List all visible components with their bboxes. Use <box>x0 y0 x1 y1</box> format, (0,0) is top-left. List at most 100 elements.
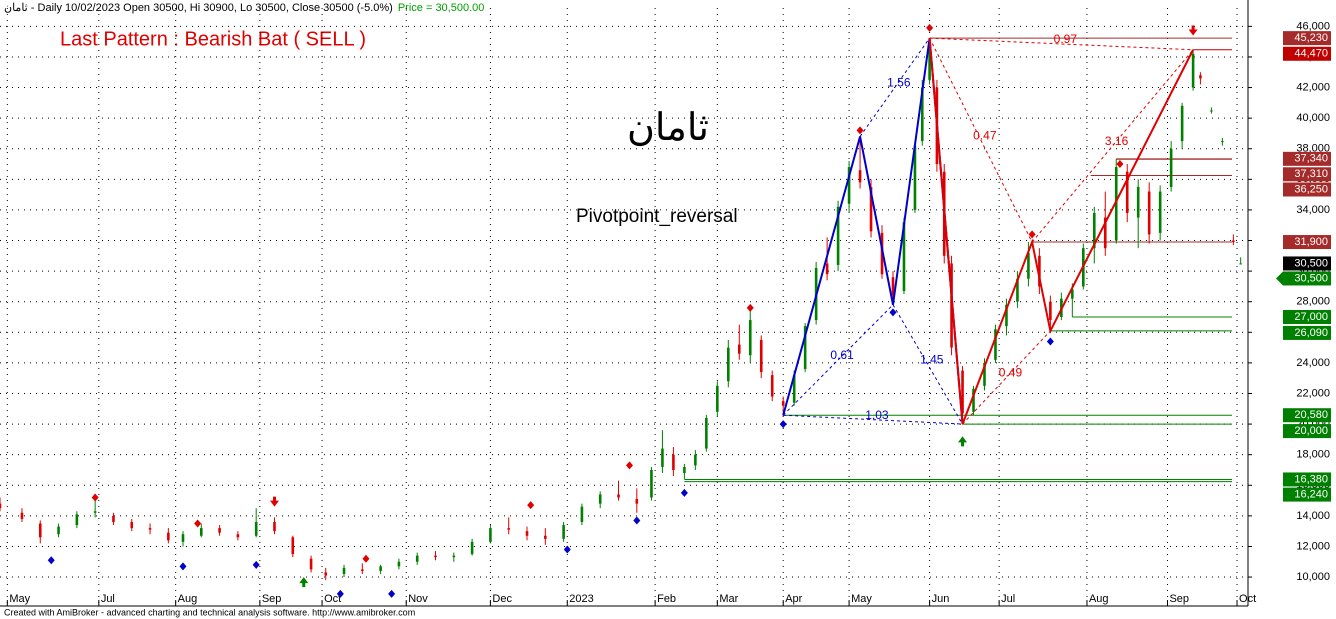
candle-body <box>836 206 840 265</box>
price-text: Price = 30,500.00 <box>398 2 485 14</box>
level-box <box>1283 424 1331 439</box>
level-box <box>1283 325 1331 340</box>
level-box <box>1283 408 1331 423</box>
x-tick-label: Sep <box>1169 593 1189 605</box>
pattern-line <box>928 38 1194 425</box>
candle-body <box>1016 278 1019 302</box>
level-label: 30,500 <box>1294 272 1328 284</box>
level-box <box>1283 151 1331 166</box>
pivot-marker <box>1028 230 1036 239</box>
candle-body <box>972 388 975 412</box>
level-label: 31,900 <box>1294 236 1328 248</box>
candle-body <box>1232 240 1235 243</box>
level-box <box>1283 31 1331 46</box>
pivot-marker <box>1046 337 1054 346</box>
pivot-marker <box>252 560 260 569</box>
candle-body <box>470 541 474 555</box>
candle-body <box>1180 105 1184 142</box>
candle-body <box>254 521 258 536</box>
sell-arrow <box>1188 25 1198 36</box>
y-tick-label: 34,000 <box>1296 204 1330 216</box>
candle-body <box>748 320 752 356</box>
candle-body <box>1199 75 1202 79</box>
ratio-label: 1.56 <box>887 75 911 89</box>
candle-body <box>525 531 529 536</box>
symbol: ثامان <box>627 107 709 149</box>
y-tick-label: 28,000 <box>1296 296 1330 308</box>
candle-body <box>928 44 931 80</box>
candle-body <box>75 514 79 526</box>
level-label: 45,230 <box>1294 32 1328 44</box>
x-tick-label: Jun <box>932 593 950 605</box>
candle-body <box>507 528 511 530</box>
candle-body <box>1005 304 1008 327</box>
level-label: 27,000 <box>1294 311 1328 323</box>
x-tick-label: Feb <box>657 593 676 605</box>
x-tick-label: Aug <box>1089 593 1109 605</box>
candle-body <box>727 347 730 382</box>
pivot-marker <box>633 516 641 525</box>
grid <box>0 8 1248 606</box>
candle-body <box>1191 53 1195 88</box>
level-box <box>1283 487 1331 502</box>
candle-body <box>994 329 997 360</box>
candle-body <box>324 572 328 576</box>
pivot-marker <box>336 589 344 598</box>
pivot-marker <box>856 126 864 135</box>
candle-body <box>309 558 313 570</box>
ratio-label: 0.97 <box>1054 32 1078 46</box>
level-label: 30,500 <box>1294 257 1328 269</box>
candle-body <box>1136 186 1140 218</box>
sell-arrow <box>269 496 279 507</box>
pivot-marker <box>91 493 99 502</box>
buy-arrow <box>299 577 309 588</box>
ratio-label: 3.16 <box>1105 134 1129 148</box>
candle-body <box>1210 110 1213 112</box>
y-tick-label: 24,000 <box>1296 357 1330 369</box>
x-tick-label: Oct <box>324 593 341 605</box>
pivot-marker <box>680 488 688 497</box>
x-tick-label: Nov <box>408 593 428 605</box>
candle-body <box>1038 255 1041 287</box>
x-tick-label: 2023 <box>569 593 593 605</box>
candle-body <box>803 326 807 370</box>
pivot-marker <box>1116 160 1124 169</box>
level-label: 26,090 <box>1294 327 1328 339</box>
candle-body <box>20 512 24 519</box>
ratio-label: 0.47 <box>973 128 997 142</box>
level-box <box>1283 182 1331 197</box>
candle-body <box>57 526 60 535</box>
level-box <box>1283 167 1331 182</box>
pivot-marker <box>527 501 535 510</box>
candle-body <box>694 454 697 466</box>
candle-body <box>181 534 185 542</box>
level-label: 20,000 <box>1294 425 1328 437</box>
ratio-label: 0.49 <box>999 366 1023 380</box>
pattern-leg <box>929 37 1194 51</box>
candle-body <box>683 466 686 474</box>
candle-body <box>847 167 851 204</box>
candle-body <box>858 170 862 183</box>
candle-body <box>148 528 152 530</box>
candle-body <box>130 521 134 529</box>
candle-body <box>342 567 346 574</box>
candle-body <box>716 385 719 412</box>
candle-body <box>218 528 221 533</box>
level-box <box>1283 46 1331 61</box>
candle-body <box>1221 141 1224 143</box>
ratio-label: 0.61 <box>830 348 854 362</box>
level-label: 36,250 <box>1294 183 1328 195</box>
pivot-marker <box>625 461 633 470</box>
candle-body <box>1239 263 1242 265</box>
candle-body <box>379 566 382 571</box>
pivot-marker <box>889 308 897 317</box>
level-label: 16,380 <box>1294 473 1328 485</box>
x-tick-label: Jul <box>101 593 115 605</box>
candle-body <box>781 401 785 406</box>
candle-body <box>489 528 492 542</box>
subtitle: Pivotpoint_reversal <box>576 206 738 227</box>
x-tick-label: Mar <box>719 593 738 605</box>
candle-body <box>273 521 276 532</box>
level-box <box>1283 256 1331 271</box>
